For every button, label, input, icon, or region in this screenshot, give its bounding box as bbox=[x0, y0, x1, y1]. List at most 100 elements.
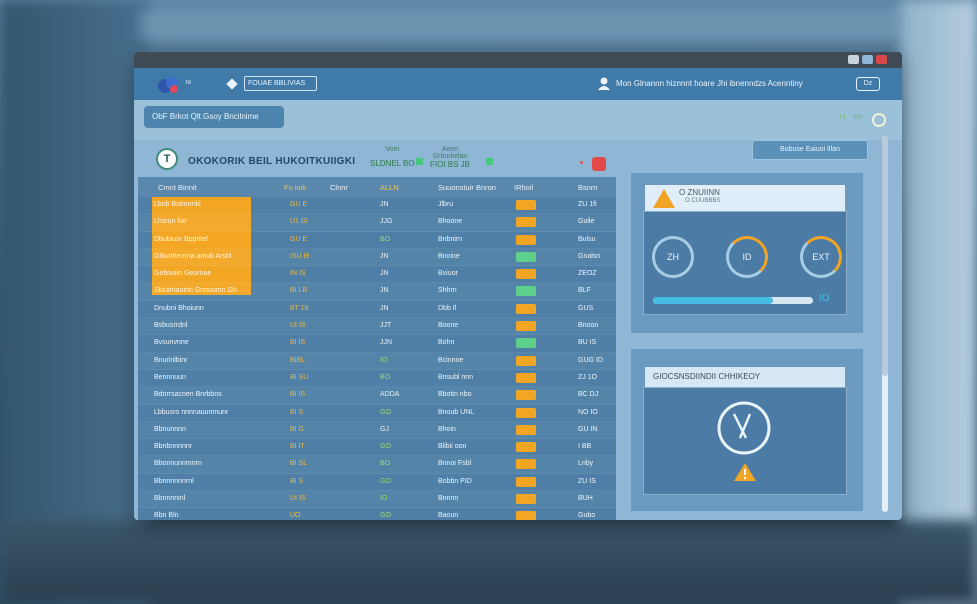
col-end[interactable]: Bsnrn bbox=[578, 183, 598, 192]
row-status: Bbotin nbo bbox=[438, 391, 472, 399]
app-window: ᴺᴵ FOUAE BBLIVIAS Mon Glnannn hiznnnt ho… bbox=[134, 52, 902, 520]
row-status-indicator bbox=[516, 424, 536, 435]
row-status: Bnoine bbox=[438, 252, 460, 260]
table-row[interactable]: Lbbusro nnnnauumnunr BI S GO Bnoub UNL NO IO bbox=[138, 405, 616, 422]
row-qty: BI SU bbox=[290, 373, 309, 381]
table-row[interactable]: Bbnbnnnnnr BI IT GO Blibii oon I BB bbox=[138, 439, 616, 457]
row-qty: BI IS bbox=[290, 339, 306, 347]
table-row[interactable]: Bdnrrsacnen Bnrbbns BI IS ADDA Bbotin nbo BC… bbox=[138, 387, 616, 405]
row-end-value: BUH bbox=[578, 495, 593, 503]
col-indicator[interactable]: IRhoil bbox=[514, 183, 534, 192]
zoom-controls[interactable]: +1 - rllo bbox=[838, 114, 862, 121]
table-row[interactable]: Dnubni Bhoiunn BT 16 JN Dbb Il GUS bbox=[138, 301, 616, 319]
table-row[interactable]: Bbnnnnnnrnl BI S GO Bobbn PID ZU IS bbox=[138, 474, 616, 492]
row-loc: JN bbox=[380, 287, 389, 295]
row-status-indicator bbox=[516, 459, 536, 470]
stat-aeon-value: FIOI BS JB bbox=[430, 160, 471, 169]
row-end-value: ZU IS bbox=[578, 477, 596, 485]
row-status-indicator bbox=[516, 234, 536, 245]
row-status-indicator bbox=[516, 303, 536, 314]
col-clnnr[interactable]: Clnnr bbox=[330, 183, 348, 192]
row-status: Bnnoi Fsbl bbox=[438, 460, 472, 468]
pin-circle-icon bbox=[717, 401, 771, 455]
row-qty: UO bbox=[290, 512, 301, 520]
row-end-value: Gnalsn bbox=[578, 252, 601, 260]
tab-active[interactable]: ObF Brkot Qlt.Gsoy Bncilnime bbox=[144, 106, 284, 128]
table-row[interactable]: Gibunhenrna amub Arsbl ISU I9 JN Bnoine Gnal… bbox=[138, 248, 616, 267]
row-qty: BI LB bbox=[290, 287, 308, 295]
minimize-icon[interactable] bbox=[848, 55, 859, 64]
search-input[interactable]: FOUAE BBLIVIAS bbox=[244, 76, 317, 91]
row-status: Bnsubl nnn bbox=[438, 373, 474, 381]
table-row[interactable]: Bbn Bln UO GO Baoun Gubo bbox=[138, 508, 616, 520]
row-status: Bnbnirn bbox=[438, 235, 463, 243]
row-loc: BO bbox=[380, 235, 391, 243]
table-row[interactable]: Bbnunnnn BI G GJ Bhoin GU IN bbox=[138, 421, 616, 440]
table-row[interactable]: Bbnnnninl UI IS IO Bnnnn BUH bbox=[138, 491, 616, 509]
table-header: Cmnt Binnit Fo ioilr Clnnr ALLN Suuonstu… bbox=[138, 177, 616, 197]
row-status-indicator bbox=[516, 286, 536, 297]
progress-bar bbox=[653, 297, 813, 304]
col-status[interactable]: Suuonstuir Bnron bbox=[438, 183, 496, 192]
gauge-2: ID bbox=[726, 236, 768, 278]
row-status-indicator bbox=[516, 476, 536, 487]
row-name: Gibunhenrna amub Arsbl bbox=[154, 252, 232, 260]
row-end-value: GU IN bbox=[578, 425, 598, 433]
col-name[interactable]: Cmnt Binnit bbox=[158, 183, 197, 192]
background-beam bbox=[140, 10, 900, 40]
user-icon[interactable] bbox=[597, 76, 611, 90]
row-loc: JJT bbox=[380, 322, 392, 330]
row-end-value: GUS bbox=[578, 304, 594, 312]
row-qty: BI SL bbox=[290, 460, 308, 468]
table-row[interactable]: Bennnuun BI SU BO Bnsubl nnn ZJ 1O bbox=[138, 370, 616, 388]
inventory-table: Cmnt Binnit Fo ioilr Clnnr ALLN Suuonstu… bbox=[138, 177, 616, 520]
alert-icon[interactable] bbox=[592, 157, 606, 171]
login-button[interactable]: Dz bbox=[856, 77, 880, 91]
table-row[interactable]: Dbubiusr Bppritel GU E BO Bnbnirn Bulsu bbox=[138, 232, 616, 249]
row-loc: ADDA bbox=[380, 391, 400, 399]
diamond-icon bbox=[226, 78, 238, 90]
table-row[interactable]: Lhsrun llar U1 IS JJG Bhoone Guile bbox=[138, 214, 616, 232]
row-name: Bbnnnnnnrnl bbox=[154, 477, 194, 485]
table-row[interactable]: Bsbusrrdnl UI IS JJT Boone Bnoon bbox=[138, 318, 616, 336]
row-qty: BIBL bbox=[290, 356, 306, 364]
table-row[interactable]: Bbonnunnmnrn BI SL BO Bnnoi Fsbl Lnby bbox=[138, 456, 616, 474]
row-qty: BI G bbox=[290, 425, 305, 433]
zoom-controls-text: +1 - rllo bbox=[838, 114, 862, 121]
row-status-indicator bbox=[516, 217, 536, 228]
status-green-icon-2 bbox=[486, 158, 493, 165]
table-row[interactable]: Lbob Bolnnrnkl GU E JN Jlbru ZU 1fi bbox=[138, 197, 616, 215]
background-rack-right bbox=[900, 0, 977, 604]
row-name: Bnurinlbinr bbox=[154, 356, 188, 364]
row-name: Bbnunnnn bbox=[154, 425, 186, 433]
table-row[interactable]: Sbiuirnaoinn Gnnoumn Gh BI LB JN Shhrn BLF bbox=[138, 283, 616, 301]
stat-aeon-label: Aeon Grbnrkelan bbox=[432, 146, 468, 160]
settings-circle-icon[interactable] bbox=[872, 113, 886, 127]
maximize-icon[interactable] bbox=[862, 55, 873, 64]
row-status-indicator bbox=[516, 269, 536, 280]
page-title: OKOKORIK BEIL HUKOITKUIIGKI bbox=[188, 156, 356, 167]
row-end-value: I BB bbox=[578, 443, 592, 451]
main-scrollbar[interactable] bbox=[882, 136, 888, 512]
table-row[interactable]: Bnurinlbinr BIBL IO Bcinnne GUG ID bbox=[138, 352, 616, 370]
stat-aeon: Aeon Grbnrkelan FIOI BS JB bbox=[430, 146, 470, 169]
progress-label: IO bbox=[819, 293, 830, 304]
export-button[interactable]: Bobuse Eaiuoi lIlan bbox=[752, 140, 868, 160]
table-row[interactable]: Bvsunvnne BI IS JJN Bohn BU IS bbox=[138, 335, 616, 353]
row-name: Gebnuiin Geurnae bbox=[154, 270, 212, 278]
row-status-indicator bbox=[516, 355, 536, 366]
user-account-text[interactable]: Mon Glnannn hiznnnt hoare Jhi ibnenndzs … bbox=[616, 79, 803, 88]
col-qty[interactable]: Fo ioilr bbox=[284, 183, 307, 192]
row-name: Lbob Bolnnrnkl bbox=[154, 201, 201, 208]
row-end-value: NO IO bbox=[578, 408, 598, 416]
table-row[interactable]: Gebnuiin Geurnae IN IS JN Bxiuor ZEOZ bbox=[138, 266, 616, 284]
close-icon[interactable] bbox=[876, 55, 887, 64]
row-qty: BI S bbox=[290, 477, 304, 485]
scrollbar-thumb[interactable] bbox=[882, 136, 888, 376]
col-loc[interactable]: ALLN bbox=[380, 183, 399, 192]
row-qty: UI IS bbox=[290, 495, 306, 503]
notification-dot bbox=[580, 161, 583, 164]
row-status-indicator bbox=[516, 442, 536, 453]
row-status-indicator bbox=[516, 407, 536, 418]
row-status-indicator bbox=[516, 251, 536, 262]
